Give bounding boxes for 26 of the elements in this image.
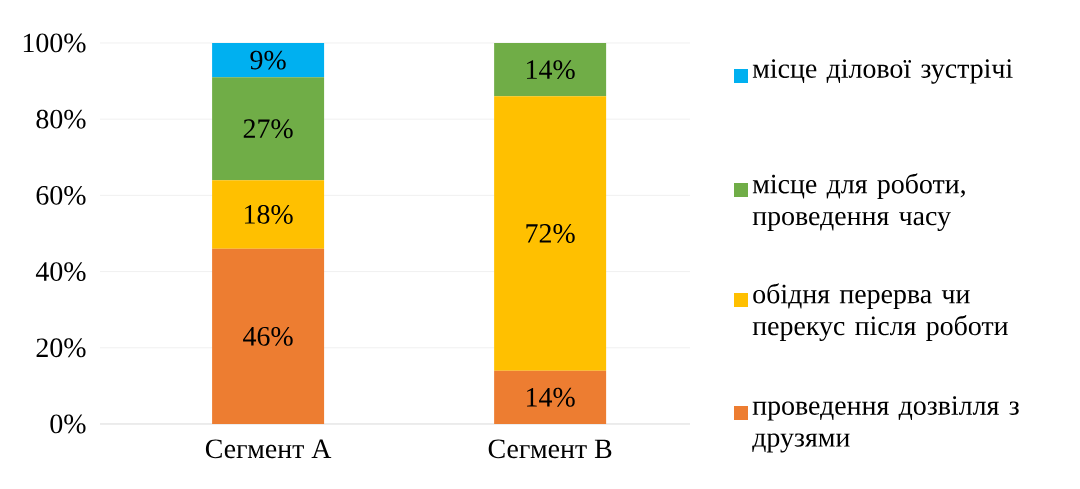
y-tick-label: 40%	[35, 262, 86, 282]
y-tick-label: 20%	[36, 338, 86, 358]
legend-label: місце ділової зустрічі	[752, 59, 1013, 84]
data-label: 18%	[244, 204, 293, 224]
y-tick-label: 0%	[50, 414, 86, 434]
legend-label: проведення дозвілля з друзями	[752, 396, 1019, 453]
data-label: 46%	[243, 326, 293, 346]
legend-label: місце для роботи, проведення часу	[752, 173, 965, 232]
bar	[212, 77, 325, 181]
x-tick-label: Сегмент A	[205, 439, 332, 459]
data-label: 27%	[243, 119, 293, 139]
bar	[212, 248, 325, 424]
legend-label: обідня перерва чи перекус після роботи	[752, 283, 1008, 342]
y-tick-label: 100%	[23, 33, 86, 53]
y-tick-label: 80%	[36, 109, 86, 129]
data-label: 9%	[250, 50, 286, 70]
y-tick-label: 60%	[36, 185, 86, 205]
x-tick-label: Сегмент B	[488, 439, 612, 459]
bar	[494, 370, 607, 424]
bar	[494, 96, 607, 371]
bar	[212, 180, 325, 249]
bar	[494, 42, 607, 97]
bar	[212, 42, 325, 78]
data-label: 14%	[527, 387, 575, 407]
data-label: 72%	[526, 224, 575, 243]
data-label: 14%	[527, 60, 575, 80]
